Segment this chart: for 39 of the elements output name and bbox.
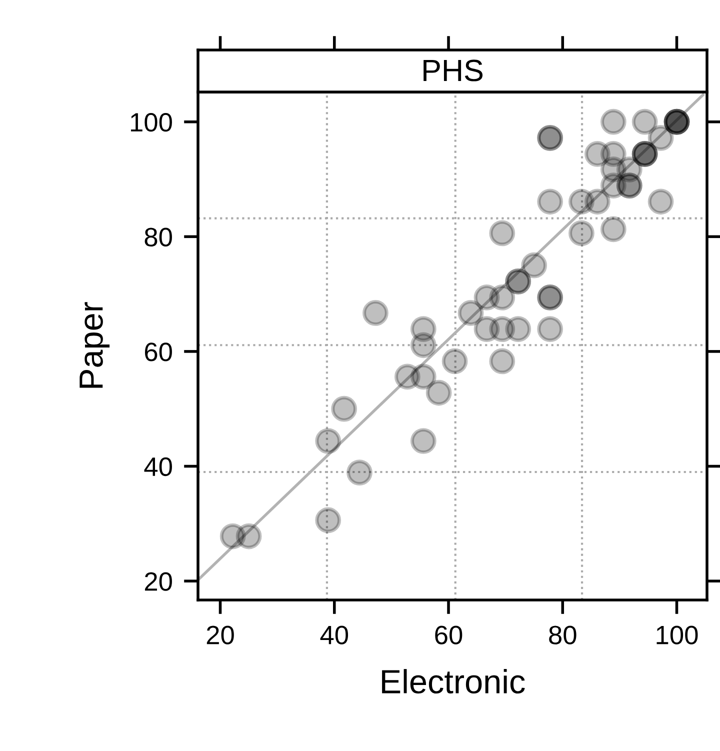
point [331, 396, 358, 422]
point [521, 252, 548, 278]
point [458, 300, 484, 326]
y-tick-label: 40 [144, 457, 172, 476]
point [505, 316, 532, 342]
point [346, 460, 372, 486]
point [537, 316, 564, 342]
point [489, 220, 516, 246]
point [442, 348, 468, 374]
x-axis-title: Electronic [382, 669, 525, 694]
y-tick-label: 100 [130, 112, 172, 132]
point [426, 380, 452, 406]
point [410, 364, 436, 390]
chart-title: PHS [424, 60, 483, 82]
point [584, 188, 610, 215]
x-tick-label: 100 [656, 626, 698, 644]
point [489, 284, 516, 310]
point [568, 220, 594, 246]
point [410, 428, 436, 454]
y-tick-label: 20 [144, 572, 172, 591]
x-tick-label: 60 [435, 626, 462, 644]
point [537, 188, 564, 215]
point [648, 124, 674, 151]
point [315, 507, 342, 534]
point [236, 523, 262, 550]
point [410, 316, 436, 342]
point [600, 216, 626, 242]
point [600, 108, 626, 135]
point [648, 188, 674, 215]
y-tick-label: 60 [144, 342, 172, 362]
point [632, 108, 658, 135]
point [489, 348, 516, 374]
y-axis-title: Paper [80, 302, 110, 388]
x-tick-label: 80 [549, 626, 576, 644]
x-tick-label: 20 [206, 626, 234, 644]
x-tick-label: 40 [320, 626, 348, 644]
point [362, 300, 388, 326]
point [315, 428, 342, 454]
y-tick-label: 80 [144, 228, 172, 246]
